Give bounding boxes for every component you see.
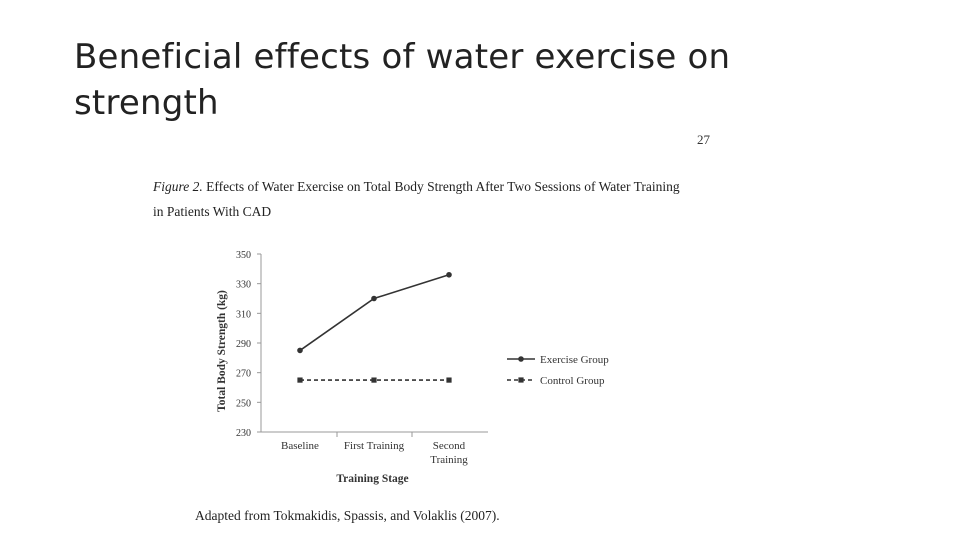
y-tick-label: 310: [236, 309, 251, 320]
y-tick-label: 330: [236, 280, 251, 291]
legend-label: Exercise Group: [540, 354, 609, 366]
figure-caption: Figure 2. Effects of Water Exercise on T…: [153, 174, 693, 224]
y-axis-title: Total Body Strength (kg): [216, 290, 228, 412]
y-tick-label: 270: [236, 369, 251, 380]
y-tick-label: 230: [236, 428, 251, 439]
y-tick-label: 350: [236, 250, 251, 261]
page-number: 27: [697, 132, 710, 147]
y-tick-label: 250: [236, 398, 251, 409]
data-point: [297, 377, 303, 383]
data-point: [371, 295, 377, 302]
x-tick-label: Second Training: [430, 440, 468, 466]
series-line-exercise-group: [299, 274, 450, 352]
y-tick-label: 290: [236, 339, 251, 350]
x-axis-title: Training Stage: [336, 473, 408, 485]
figure-caption-text: Effects of Water Exercise on Total Body …: [153, 179, 680, 219]
data-point: [297, 347, 303, 354]
figure-source: Adapted from Tokmakidis, Spassis, and Vo…: [195, 508, 500, 523]
data-point: [446, 271, 452, 278]
data-point: [371, 377, 377, 383]
slide-title: Beneficial effects of water exercise on …: [74, 37, 731, 123]
x-tick-label: First Training: [344, 440, 405, 452]
legend-marker: [518, 377, 524, 383]
figure-label: Figure 2.: [153, 179, 203, 194]
x-tick-label: Baseline: [281, 440, 319, 452]
legend-label: Control Group: [540, 375, 605, 387]
legend-marker: [518, 356, 524, 362]
data-point: [446, 377, 452, 383]
